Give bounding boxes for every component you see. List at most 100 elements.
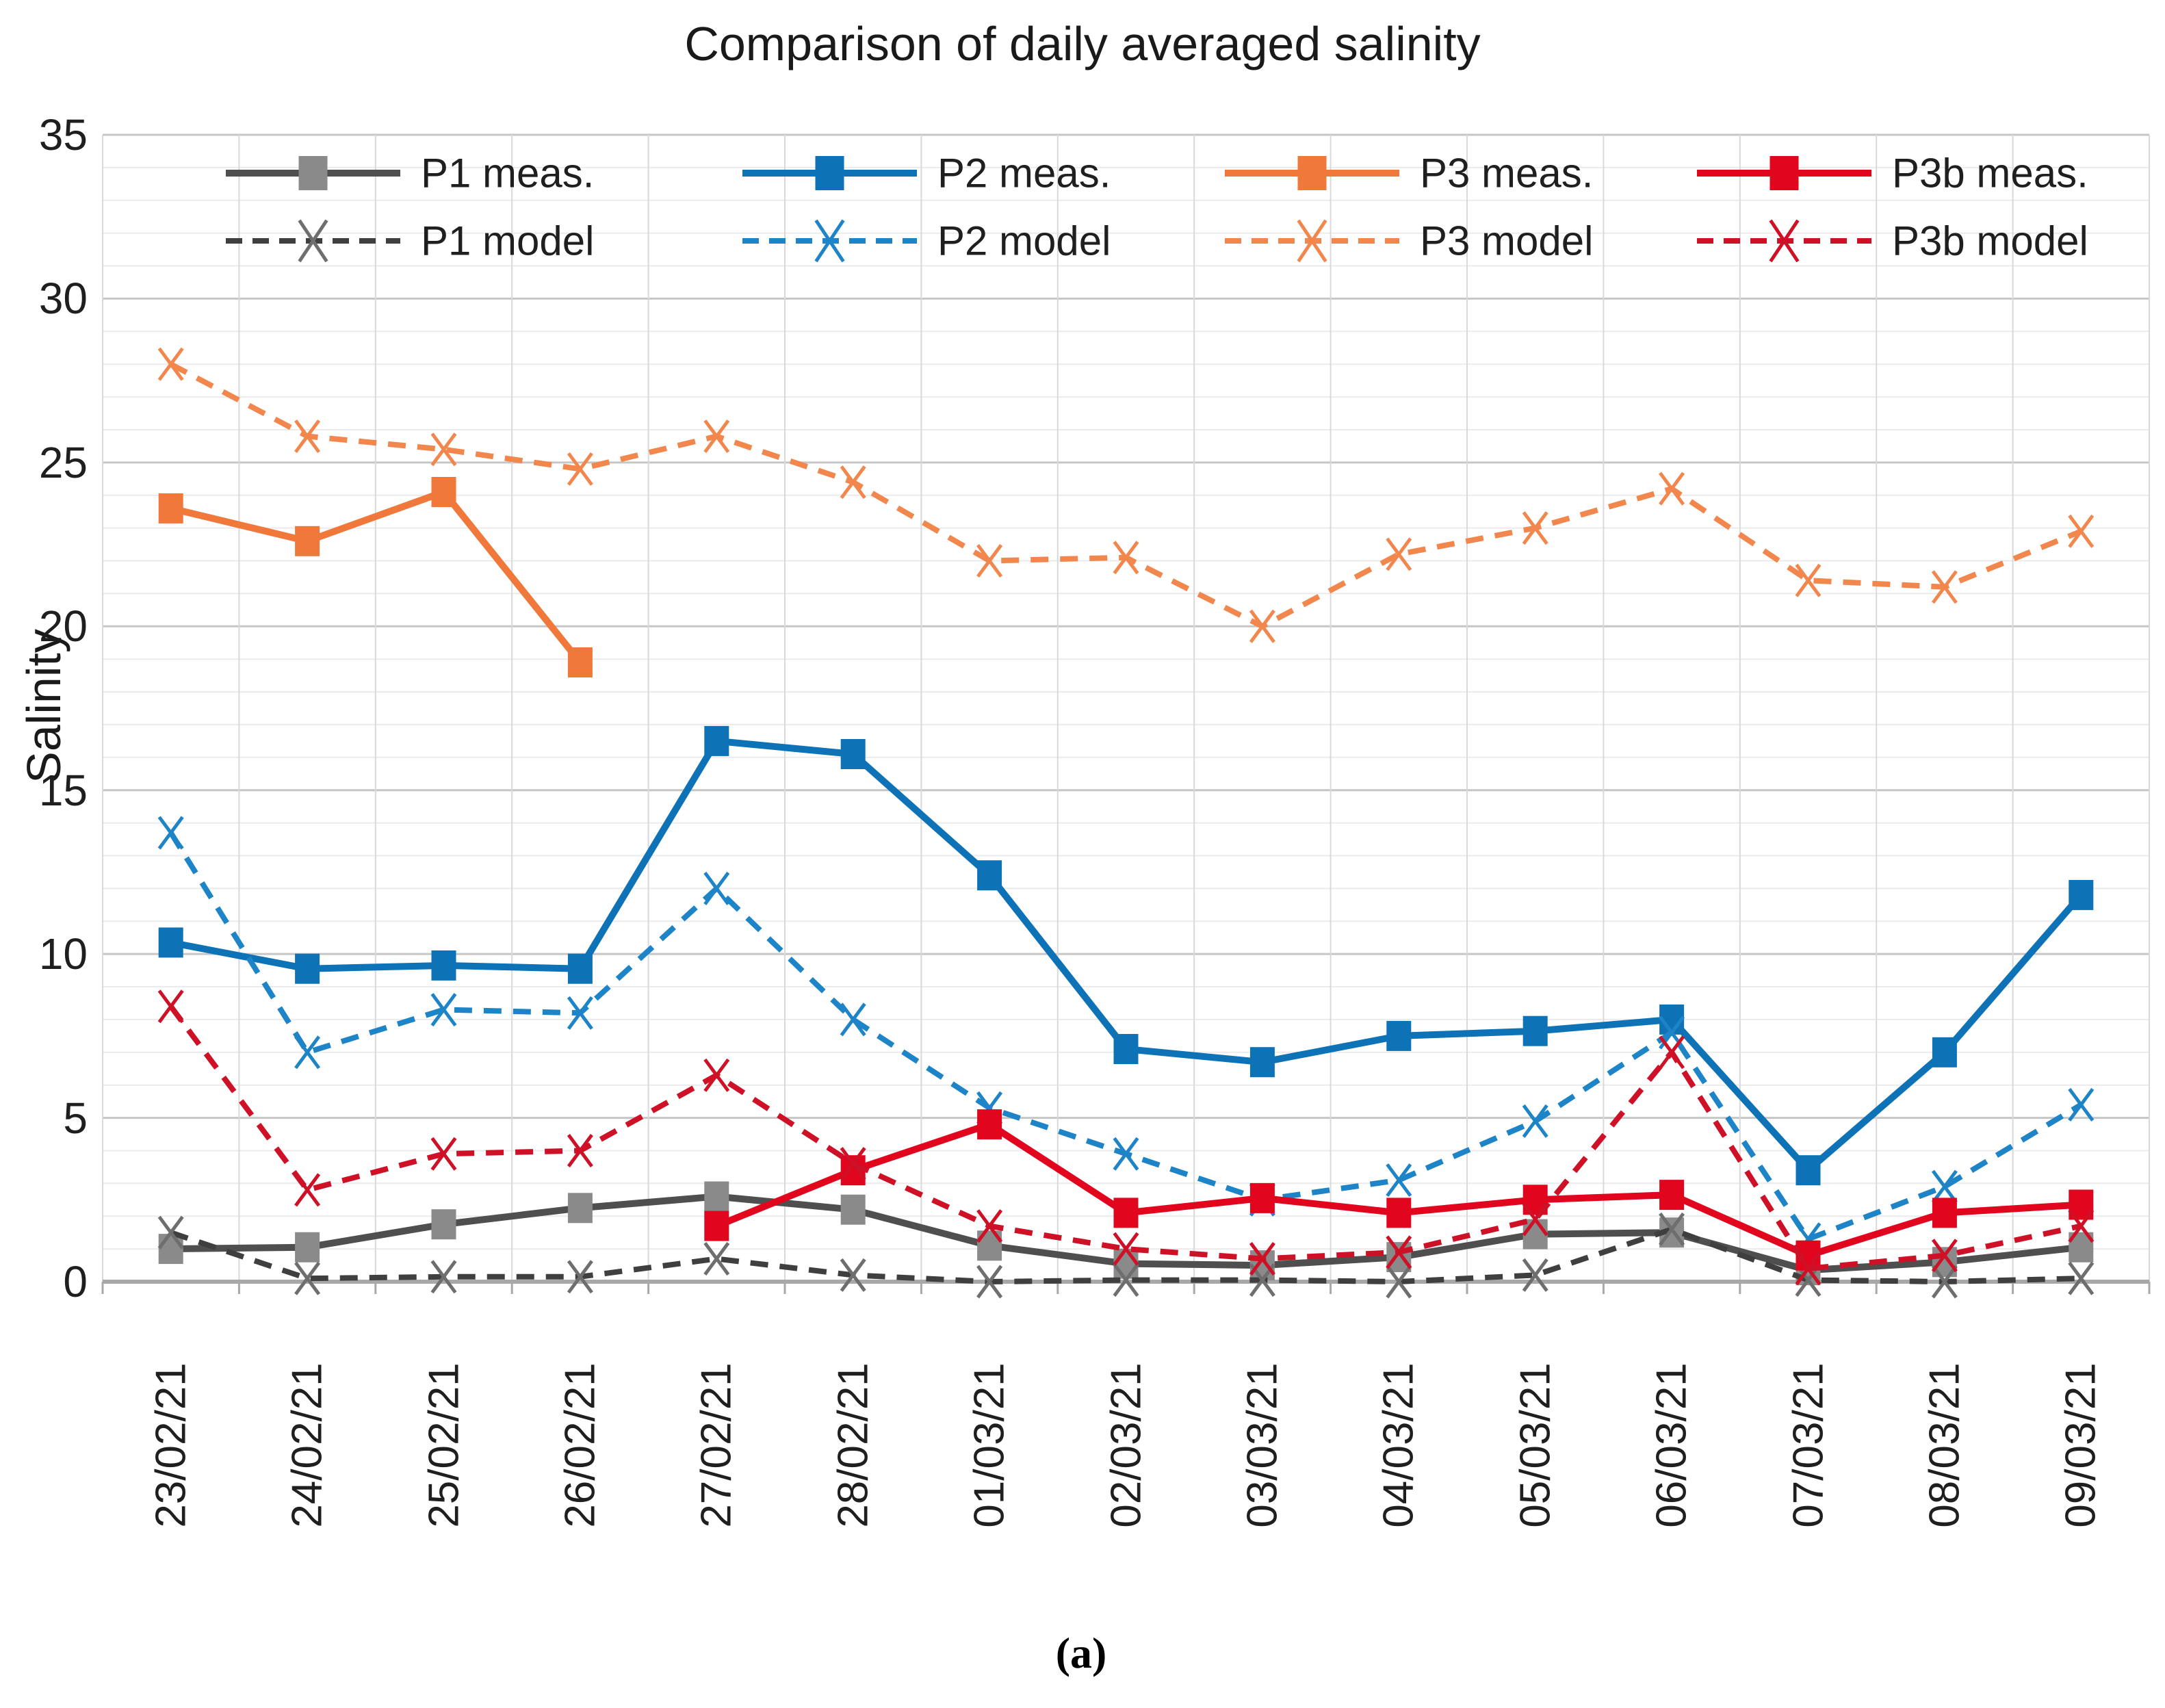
data-point-square-p2-meas	[1113, 1034, 1139, 1064]
data-point-x-p2-model	[157, 816, 184, 850]
data-point-square-p1-meas	[704, 1181, 729, 1212]
data-point-square-p3-meas	[431, 477, 456, 507]
series-line-p3-meas	[170, 489, 583, 665]
x-tick-label: 07/03/21	[1785, 1362, 1832, 1528]
data-point-square-p1-meas	[567, 1193, 593, 1224]
y-tick-label: 15	[38, 765, 88, 815]
chart-title: Comparison of daily averaged salinity	[684, 17, 1481, 70]
data-point-x-p3-model	[976, 544, 1003, 578]
x-tick-label: 06/03/21	[1648, 1362, 1696, 1528]
data-point-x-p2-model	[703, 871, 730, 905]
legend-swatch-marker-p3-model	[1297, 219, 1327, 263]
data-point-x-p1-model	[1386, 1265, 1412, 1299]
data-point-x-p3-model	[294, 419, 321, 454]
data-point-square-p3-meas	[158, 493, 183, 523]
data-point-x-p3b-model	[1249, 1241, 1275, 1276]
y-tick-label: 20	[38, 601, 88, 651]
legend-label-p2-meas: P2 meas.	[937, 150, 1111, 196]
data-point-square-p3b-meas	[1659, 1180, 1685, 1211]
data-point-square-p1-meas	[431, 1209, 456, 1240]
data-point-x-p1-model	[1522, 1258, 1548, 1292]
data-point-square-p2-meas	[567, 953, 593, 984]
series-line-p2-meas	[170, 737, 2084, 1174]
data-point-square-p1-meas	[1249, 1250, 1275, 1281]
x-tick-label: 08/03/21	[1921, 1362, 1969, 1528]
legend-swatch-marker-p2-meas	[815, 156, 844, 190]
x-tick-label: 24/02/21	[283, 1362, 331, 1528]
data-point-square-p2-meas	[2069, 879, 2094, 910]
y-tick-label: 30	[38, 274, 88, 324]
x-tick-label: 02/03/21	[1102, 1362, 1150, 1528]
data-point-x-p3-model	[1249, 609, 1275, 643]
series-line-p3b-model	[168, 1005, 2082, 1271]
legend-swatch-marker-p3-meas	[1297, 156, 1327, 190]
legend-label-p2-model: P2 model	[937, 218, 1111, 264]
data-point-x-p1-model	[976, 1265, 1003, 1299]
data-point-square-p2-meas	[431, 950, 456, 981]
data-point-x-p2-model	[840, 1002, 866, 1037]
data-point-x-p2-model	[567, 996, 593, 1030]
data-point-square-p2-meas	[977, 860, 1002, 891]
data-point-square-p3b-meas	[1249, 1182, 1275, 1213]
legend-label-p3b-meas: P3b meas.	[1892, 150, 2088, 196]
data-point-x-p1-model	[1113, 1263, 1139, 1297]
data-point-x-p3-model	[1522, 511, 1548, 545]
legend-swatch-marker-p1-model	[298, 219, 328, 263]
data-point-x-p3b-model	[1522, 1202, 1548, 1237]
data-point-x-p2-model	[294, 1035, 321, 1070]
data-point-x-p1-model	[157, 1215, 184, 1250]
x-tick-label: 27/02/21	[692, 1362, 740, 1528]
data-point-x-p1-model	[430, 1260, 457, 1294]
x-tick-label: 23/02/21	[147, 1362, 195, 1528]
subfigure-caption: (a)	[1055, 1629, 1107, 1677]
x-tick-label: 25/02/21	[420, 1362, 467, 1528]
x-tick-label: 04/03/21	[1375, 1362, 1423, 1528]
legend-label-p3b-model: P3b model	[1892, 218, 2088, 264]
series-line-p1-model	[170, 1226, 2082, 1284]
data-point-square-p3b-meas	[977, 1109, 1002, 1140]
data-point-square-p2-meas	[1386, 1020, 1412, 1051]
data-point-x-p3b-model	[430, 1137, 457, 1171]
x-tick-label: 01/03/21	[965, 1362, 1013, 1528]
x-tick-label: 03/03/21	[1239, 1362, 1286, 1528]
x-tick-label: 26/02/21	[556, 1362, 604, 1528]
data-point-x-p3b-model	[1795, 1252, 1822, 1286]
y-tick-label: 35	[38, 110, 88, 159]
y-axis-label: Salinity	[17, 629, 70, 784]
y-tick-label: 0	[63, 1257, 88, 1306]
data-point-square-p3-meas	[567, 647, 593, 677]
data-point-square-p2-meas	[295, 953, 320, 984]
data-point-x-p2-model	[2068, 1087, 2095, 1122]
data-point-x-p3-model	[840, 465, 866, 500]
data-point-x-p3b-model	[1931, 1239, 1958, 1273]
data-point-x-p2-model	[1522, 1104, 1548, 1138]
data-point-x-p3-model	[1113, 541, 1139, 575]
data-point-square-p3-meas	[295, 526, 320, 556]
data-point-square-p1-meas	[158, 1234, 183, 1265]
data-point-x-p3b-model	[703, 1058, 730, 1092]
data-point-x-p3-model	[157, 347, 184, 381]
data-point-x-p1-model	[1931, 1265, 1958, 1299]
data-point-square-p2-meas	[1795, 1155, 1821, 1186]
x-tick-label: 09/03/21	[2057, 1362, 2105, 1528]
data-point-x-p3-model	[1386, 537, 1412, 571]
data-point-x-p2-model	[1113, 1137, 1139, 1171]
data-point-x-p3b-model	[1659, 1035, 1685, 1070]
data-point-square-p2-meas	[1932, 1037, 1957, 1068]
y-tick-label: 5	[63, 1093, 88, 1143]
data-point-x-p3-model	[1931, 570, 1958, 604]
data-point-square-p2-meas	[158, 927, 183, 958]
data-point-square-p2-meas	[1522, 1015, 1548, 1046]
data-point-square-p1-meas	[1113, 1248, 1139, 1279]
legend-swatch-marker-p1-meas	[298, 156, 328, 190]
y-tick-label: 10	[38, 929, 88, 979]
data-point-x-p2-model	[1931, 1169, 1958, 1204]
data-point-x-p3-model	[2068, 514, 2095, 548]
data-point-x-p3-model	[430, 432, 457, 467]
data-point-x-p3b-model	[567, 1133, 593, 1167]
data-point-square-p1-meas	[840, 1194, 866, 1225]
legend-label-p1-model: P1 model	[421, 218, 595, 264]
data-point-x-p3b-model	[1113, 1232, 1139, 1266]
